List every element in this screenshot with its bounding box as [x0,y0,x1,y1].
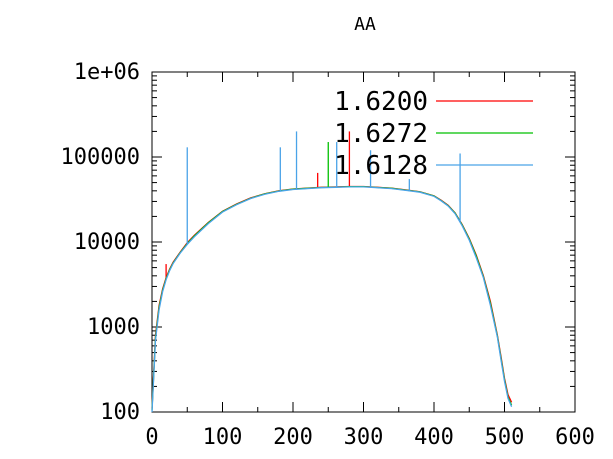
series-line [151,186,513,413]
x-tick-label: 0 [145,425,158,450]
series-line [151,185,513,411]
x-tick-label: 300 [344,425,384,450]
legend-label: 1.6200 [334,87,428,117]
x-tick-label: 200 [273,425,313,450]
legend-label: 1.6272 [334,119,428,149]
series-line [151,185,513,409]
series-3 [151,131,513,413]
x-tick-label: 100 [203,425,243,450]
x-tick-label: 500 [485,425,525,450]
series-layer [151,131,513,413]
y-tick-label: 1e+06 [74,60,140,85]
x-tick-label: 600 [555,425,595,450]
series-2 [151,142,513,411]
y-tick-label: 1000 [87,315,140,340]
y-tick-label: 10000 [74,230,140,255]
series-1 [151,131,513,409]
x-tick-label: 400 [414,425,454,450]
y-tick-label: 100 [100,400,140,425]
chart-title: AA [354,14,376,35]
y-tick-label: 100000 [61,145,140,170]
legend-label: 1.6128 [334,151,428,181]
